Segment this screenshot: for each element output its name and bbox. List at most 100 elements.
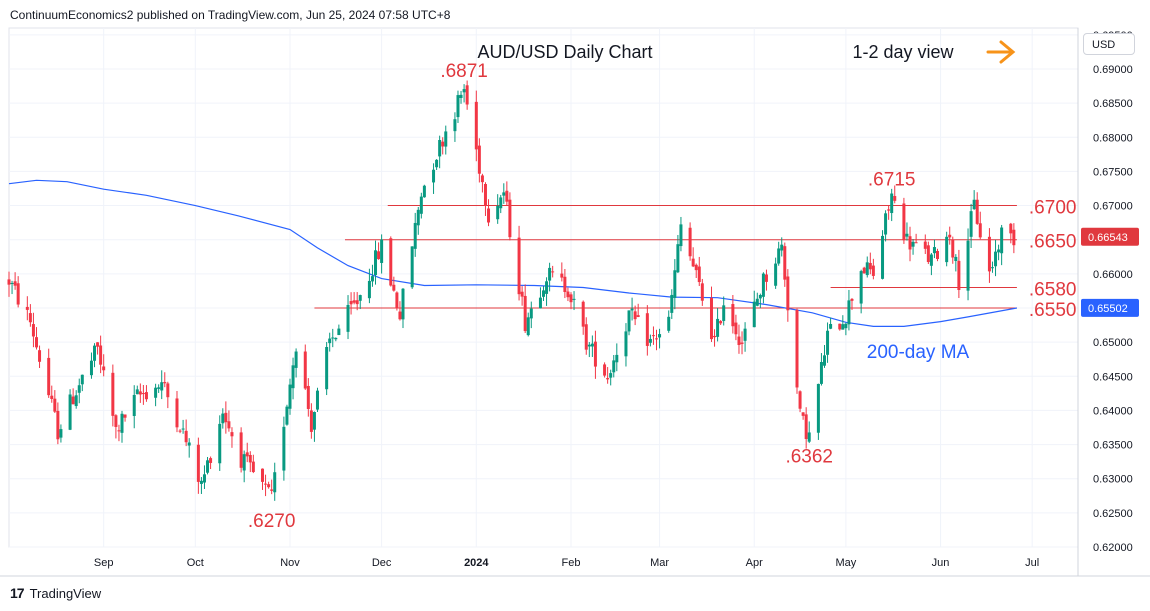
- candle-body: [242, 454, 246, 471]
- candle-body: [709, 297, 713, 340]
- price-tag: [1081, 298, 1139, 317]
- candle-body: [523, 295, 527, 332]
- candle-body: [679, 224, 683, 247]
- candle-body: [206, 460, 210, 473]
- candle-body: [884, 213, 888, 235]
- candle-body: [887, 209, 891, 211]
- x-tick-label: May: [835, 557, 856, 569]
- x-tick-label: 2024: [464, 557, 489, 569]
- candle-body: [655, 338, 659, 340]
- candle-body: [25, 306, 29, 310]
- candle-body: [502, 192, 506, 196]
- candle-body: [700, 283, 704, 301]
- candle-body: [291, 365, 295, 389]
- y-tick-label: 0.64000: [1093, 405, 1133, 417]
- arrow-right-icon: [986, 40, 1016, 64]
- candle-body: [563, 276, 567, 292]
- candle-body: [627, 310, 631, 332]
- candle-body: [517, 237, 521, 295]
- candle-body: [401, 288, 405, 320]
- y-tick-label: 0.68000: [1093, 132, 1133, 144]
- y-tick-label: 0.67500: [1093, 166, 1133, 178]
- level-label: .6580: [1029, 280, 1077, 301]
- candle-body: [691, 258, 695, 267]
- x-tick-label: Feb: [562, 557, 581, 569]
- candle-body: [312, 411, 316, 430]
- candle-body: [975, 199, 979, 224]
- extreme-label: .6362: [785, 446, 833, 467]
- candle-body: [68, 394, 72, 430]
- candle-body: [694, 264, 698, 271]
- candle-body: [392, 284, 396, 291]
- candle-body: [862, 267, 866, 274]
- candle-body: [966, 240, 970, 291]
- candle-body: [303, 351, 307, 389]
- candle-body: [667, 316, 671, 331]
- candle-body: [871, 265, 875, 276]
- candle-body: [529, 308, 533, 319]
- candle-body: [264, 483, 268, 485]
- candle-body: [774, 263, 778, 286]
- candle-body: [829, 323, 833, 329]
- candle-body: [367, 280, 371, 299]
- candle-body: [520, 291, 524, 297]
- candle-body: [99, 345, 103, 365]
- y-tick-label: 0.62500: [1093, 508, 1133, 520]
- candle-body: [737, 336, 741, 346]
- candle-body: [743, 328, 747, 341]
- candle-body: [847, 300, 851, 325]
- candle-body: [221, 413, 225, 424]
- candlestick-series[interactable]: [7, 80, 1016, 501]
- candle-body: [542, 290, 545, 297]
- candle-body: [346, 304, 350, 332]
- candle-body: [435, 159, 439, 168]
- candle-body: [141, 393, 145, 395]
- candle-body: [914, 242, 918, 244]
- y-tick-label: 0.64500: [1093, 371, 1133, 383]
- candle-body: [355, 300, 359, 305]
- candle-body: [945, 236, 949, 263]
- candle-body: [819, 361, 823, 384]
- tradingview-logo[interactable]: 17 TradingView: [10, 585, 101, 601]
- candle-body: [1009, 223, 1013, 234]
- candle-body: [114, 415, 118, 427]
- candle-body: [227, 421, 231, 429]
- x-tick-label: Oct: [187, 557, 204, 569]
- candle-body: [59, 429, 63, 438]
- x-tick-label: Apr: [746, 557, 763, 569]
- extreme-label: .6715: [868, 169, 916, 190]
- candle-body: [807, 432, 811, 442]
- candle-body: [987, 236, 991, 272]
- candle-body: [53, 398, 57, 412]
- candle-body: [309, 410, 313, 432]
- y-tick-label: 0.62000: [1093, 542, 1133, 554]
- candle-body: [816, 383, 820, 433]
- candle-body: [199, 480, 203, 484]
- candle-body: [224, 412, 228, 423]
- candle-body: [117, 430, 121, 432]
- candle-body: [633, 311, 637, 320]
- candle-body: [31, 324, 35, 337]
- candle-body: [865, 262, 869, 276]
- currency-selector-button[interactable]: USD: [1083, 33, 1135, 55]
- candle-body: [716, 318, 720, 337]
- candle-body: [163, 382, 167, 384]
- chart-annotations: .6700 .6650 .6580.6550 .6871 .6715 .6362 .6270…: [248, 40, 1139, 532]
- candle-body: [990, 267, 994, 269]
- candle-body: [929, 254, 933, 266]
- candle-body: [96, 342, 100, 347]
- candle-body: [590, 343, 594, 347]
- candle-body: [315, 390, 319, 410]
- candle-body: [413, 222, 417, 249]
- candle-body: [755, 298, 759, 306]
- candle-body: [28, 313, 32, 323]
- support-resistance-levels: [314, 205, 1017, 309]
- candle-body: [358, 295, 362, 301]
- candle-body: [581, 301, 585, 327]
- candle-body: [273, 472, 277, 493]
- extreme-label: .6270: [248, 511, 296, 532]
- axes: 0.62000 0.62500 0.63000 0.63500 0.64000 0.645…: [0, 28, 1150, 577]
- y-tick-label: 0.63000: [1093, 474, 1133, 486]
- candle-body: [893, 196, 897, 201]
